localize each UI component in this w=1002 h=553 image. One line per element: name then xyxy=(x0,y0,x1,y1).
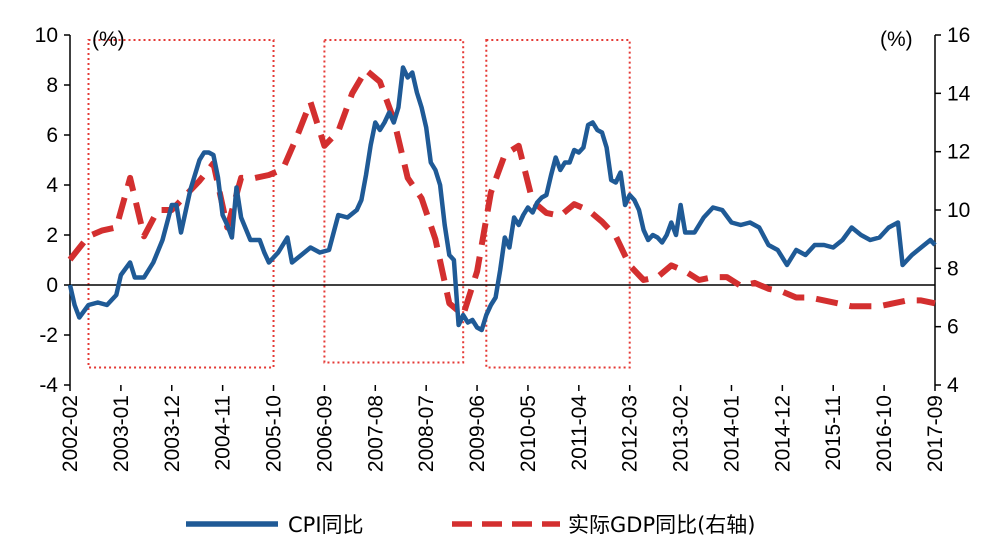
left-tick-label: 2 xyxy=(46,224,58,247)
right-tick-label: 10 xyxy=(947,199,970,222)
x-tick-label: 2009-06 xyxy=(466,395,489,472)
x-tick-label: 2010-05 xyxy=(517,395,540,472)
right-axis-unit: (%) xyxy=(880,28,913,51)
left-tick-label: -2 xyxy=(39,324,58,347)
x-tick-label: 2005-10 xyxy=(263,395,286,472)
shaded-box-group xyxy=(87,39,631,369)
x-tick-label: 2017-09 xyxy=(924,395,947,472)
right-tick-label: 16 xyxy=(947,24,970,47)
x-tick-label: 2003-01 xyxy=(110,395,133,472)
left-tick-label: 6 xyxy=(46,124,58,147)
highlight-box xyxy=(485,39,631,369)
highlight-box xyxy=(87,39,275,369)
cpi-series-line xyxy=(67,65,937,333)
left-tick-label: -4 xyxy=(39,374,58,397)
right-tick-label: 6 xyxy=(947,316,959,339)
x-tick-label: 2011-04 xyxy=(568,395,591,471)
axes xyxy=(69,35,936,385)
highlight-box xyxy=(323,39,465,364)
x-tick-label: 2015-11 xyxy=(822,395,845,471)
gdp-series-line xyxy=(67,67,936,318)
x-tick-label: 2012-03 xyxy=(619,395,642,472)
series-lines xyxy=(67,65,937,333)
left-tick-label: 8 xyxy=(46,74,58,97)
legend-label-gdp: 实际GDP同比(右轴) xyxy=(568,513,756,537)
x-tick-label: 2002-02 xyxy=(59,395,82,472)
x-tick-label: 2014-12 xyxy=(771,395,794,472)
right-tick-label: 14 xyxy=(947,82,971,105)
left-tick-label: 4 xyxy=(46,174,58,197)
x-ticks: 2002-02 2003-01 2003-12 2004-11 2005-10 2006-… xyxy=(59,385,947,472)
x-tick-label: 2013-02 xyxy=(670,395,693,472)
x-tick-label: 2004-11 xyxy=(212,395,235,471)
right-tick-label: 12 xyxy=(947,141,970,164)
x-tick-label: 2007-08 xyxy=(364,395,387,472)
x-tick-label: 2006-09 xyxy=(313,395,336,472)
right-tick-label: 4 xyxy=(947,374,959,397)
left-tick-label: 10 xyxy=(35,24,58,47)
left-tick-label: 0 xyxy=(46,274,58,297)
x-tick-label: 2008-07 xyxy=(415,395,438,472)
left-axis-unit: (%) xyxy=(92,28,125,51)
legend: CPI同比 实际GDP同比(右轴) xyxy=(186,513,756,537)
x-tick-label: 2016-10 xyxy=(873,395,896,472)
legend-label-cpi: CPI同比 xyxy=(288,513,364,537)
right-y-ticks: 16 14 12 10 8 6 4 xyxy=(935,24,971,397)
right-tick-label: 8 xyxy=(947,257,959,280)
left-y-ticks: 10 8 6 4 2 0 -2 -4 xyxy=(35,24,70,397)
x-tick-label: 2003-12 xyxy=(161,395,184,472)
x-tick-label: 2014-01 xyxy=(720,395,743,472)
